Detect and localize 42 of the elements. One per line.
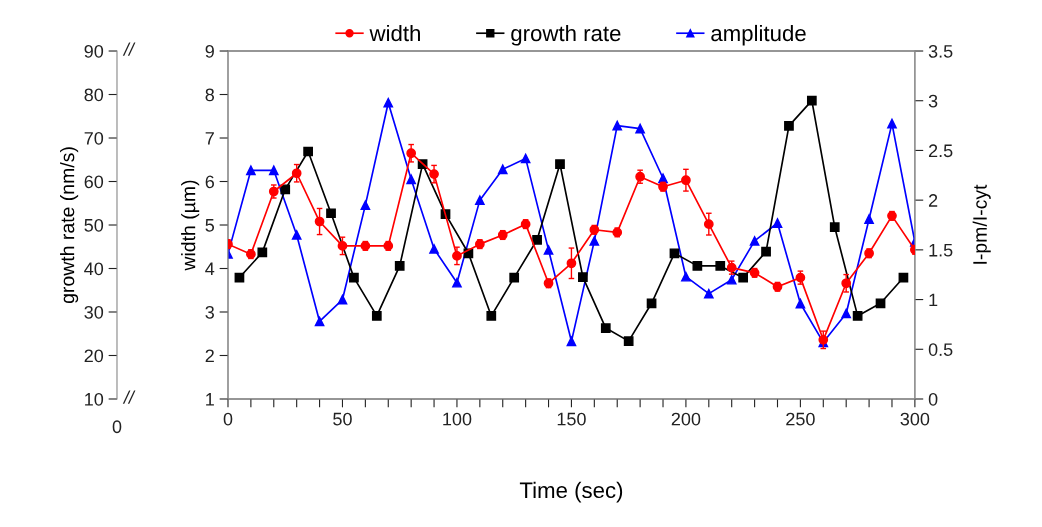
- y-tick-label: 1: [206, 393, 214, 406]
- y3-tick-label: 20: [84, 349, 104, 363]
- x-tick-label: 0: [223, 412, 233, 426]
- x-tick-label: 250: [786, 412, 815, 426]
- x-tick-label: 150: [557, 412, 586, 426]
- text: //: [122, 42, 136, 56]
- y3-tick-label: 70: [84, 131, 104, 145]
- x-tick-label: 200: [671, 412, 701, 426]
- y-tick-label: 9: [205, 44, 214, 58]
- y2-tick-label: 2.5: [928, 144, 953, 158]
- y-tick-label: 3: [205, 305, 214, 319]
- text: //: [122, 390, 136, 404]
- y3-axis-title: growth rate (nm/s): [60, 147, 79, 304]
- x-tick-label: 100: [443, 412, 472, 426]
- y2-tick-label: 0.5: [928, 343, 953, 356]
- y-tick-label: 5: [205, 219, 215, 232]
- y-tick-label: 4: [205, 262, 215, 276]
- y3-tick-label: 80: [84, 88, 104, 102]
- y-tick-label: 6: [205, 175, 214, 189]
- y2-tick-label: 1.5: [929, 243, 953, 257]
- y-tick-label: 8: [205, 88, 215, 102]
- y3-tick-label: 10: [85, 392, 104, 406]
- y2-tick-label: 0: [928, 392, 938, 406]
- y-axis-title: width (µm): [181, 180, 200, 271]
- x-tick-label: 300: [900, 412, 930, 426]
- y2-tick-label: 2: [928, 194, 938, 207]
- y3-tick-label: 60: [84, 175, 104, 189]
- y3-tick-label: 40: [84, 262, 104, 276]
- legend-label: growth rate: [511, 24, 621, 46]
- y3-tick-label: 50: [84, 218, 104, 232]
- y-tick-label: 7: [205, 132, 214, 145]
- y2-tick-label: 3: [928, 94, 938, 108]
- legend-label: amplitude: [711, 24, 806, 46]
- y3-tick-label: 30: [84, 305, 104, 319]
- y-tick-label: 2: [205, 349, 214, 363]
- legend-label: width: [369, 24, 420, 42]
- x-axis-title: Time (sec): [519, 481, 623, 503]
- y2-tick-label: 3.5: [928, 44, 953, 58]
- y2-tick-label: 1: [929, 293, 938, 307]
- y2-axis-title: I-pm/I-cyt: [972, 184, 991, 264]
- y3-tick-label: 90: [84, 44, 104, 58]
- x-tick-label: 50: [333, 412, 352, 426]
